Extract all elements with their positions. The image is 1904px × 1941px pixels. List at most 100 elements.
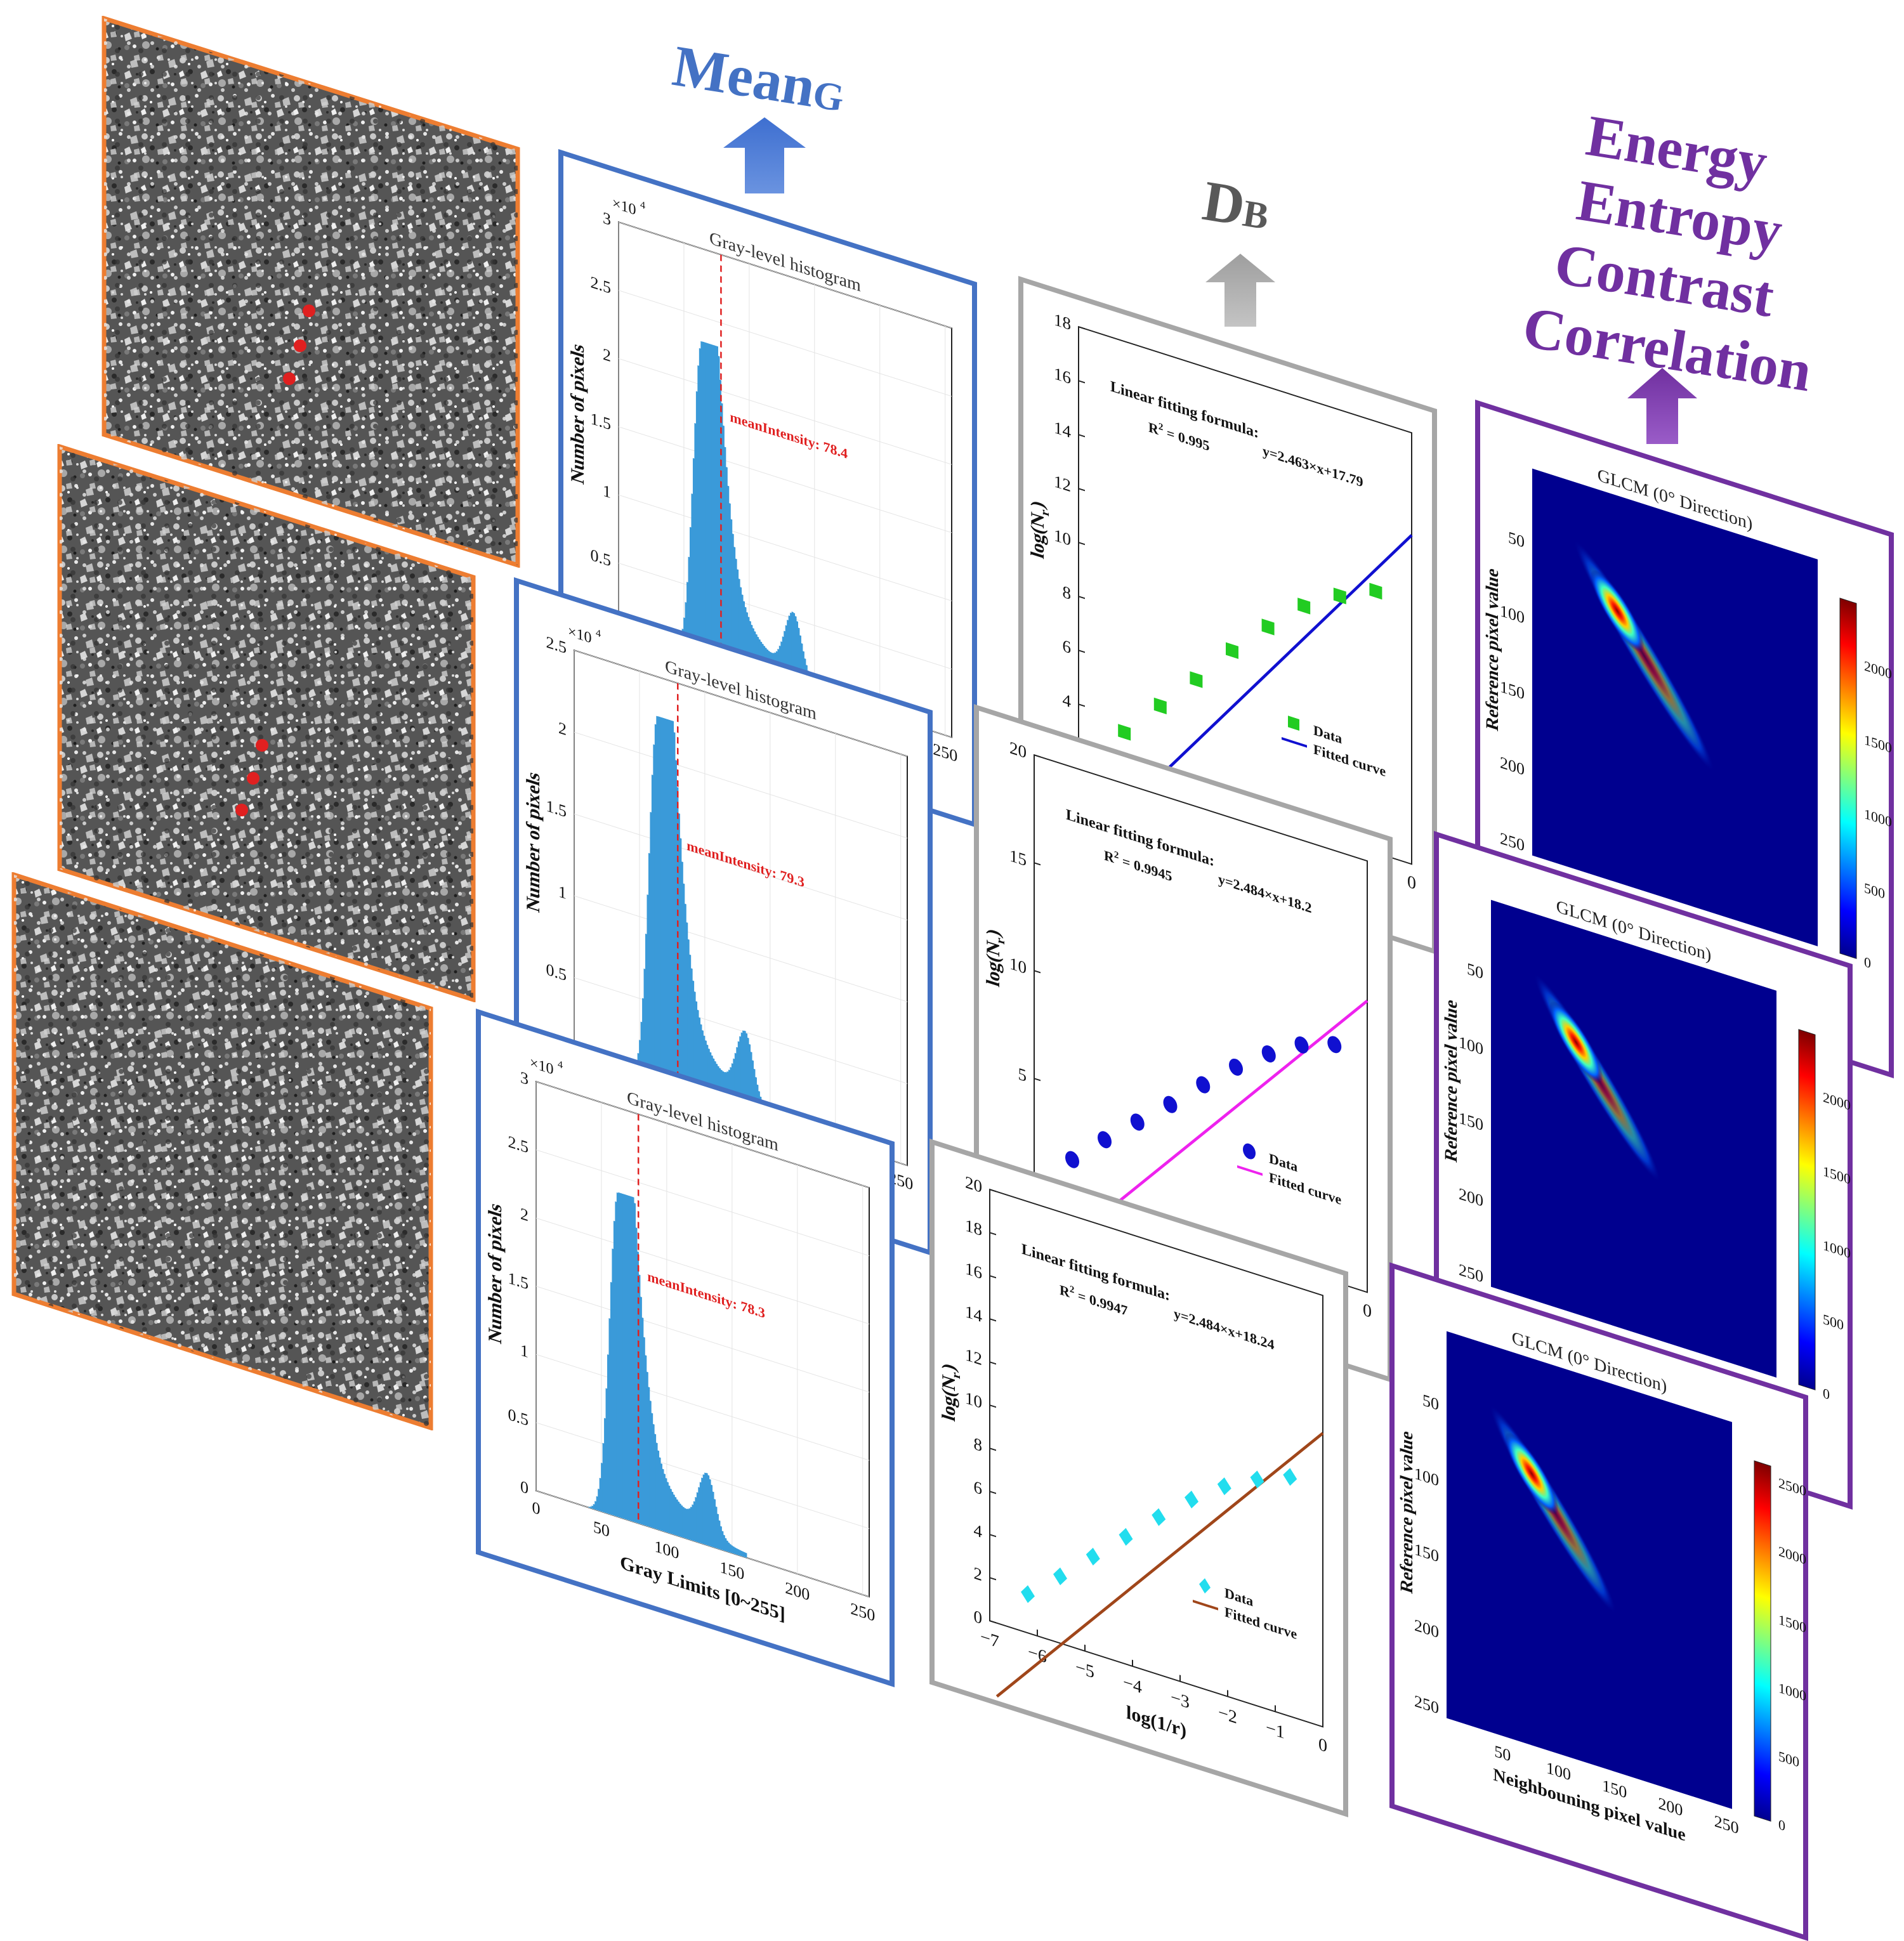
- histogram-bar: [647, 894, 649, 1083]
- data-point: [1119, 1527, 1133, 1546]
- y-tick: [990, 1620, 996, 1624]
- histogram-bar: [672, 721, 674, 1092]
- y-tick-label: 8: [1063, 582, 1071, 604]
- histogram-bar: [722, 425, 725, 665]
- histogram-bar: [707, 1475, 710, 1546]
- histogram-bar: [681, 861, 683, 1094]
- y-tick: [990, 1534, 996, 1538]
- data-point: [1327, 1036, 1342, 1054]
- data-point: [1163, 1095, 1178, 1113]
- data-point: [1130, 1113, 1145, 1131]
- texture-image-panel-3: [11, 872, 433, 1430]
- histogram-bar: [648, 1387, 650, 1527]
- y-tick: [1079, 380, 1085, 384]
- y-tick-label: 0: [520, 1477, 529, 1498]
- colorbar: [1839, 598, 1857, 959]
- histogram-bar: [692, 980, 695, 1098]
- data-point: [1229, 1058, 1243, 1076]
- y-tick-label: 5: [1018, 1064, 1027, 1086]
- histogram-bar: [711, 344, 714, 662]
- histogram-bar: [738, 578, 740, 670]
- histogram-bar: [725, 1538, 727, 1552]
- histogram-bar: [669, 719, 671, 1090]
- y-tick: [990, 1491, 996, 1494]
- histogram-bar: [624, 1194, 627, 1520]
- histogram-bar: [704, 1472, 707, 1545]
- data-point: [1118, 724, 1131, 741]
- histogram-bar: [689, 954, 692, 1097]
- histogram-bar: [714, 1498, 716, 1548]
- histogram-bar: [645, 1355, 647, 1526]
- histogram-bar: [709, 1479, 711, 1546]
- data-point: [1153, 697, 1167, 715]
- histogram-bar: [612, 1248, 614, 1516]
- data-point: [1021, 1585, 1035, 1604]
- histogram-bar: [680, 838, 682, 1094]
- fitted-curve-line: [995, 1432, 1324, 1698]
- y-tick-label: 2: [974, 1563, 982, 1585]
- legend-marker: [1288, 716, 1299, 731]
- y-gridline: [536, 1149, 869, 1257]
- texture-image-panel-2: [57, 444, 476, 1002]
- histogram-bar: [663, 1474, 666, 1533]
- histogram-bar: [640, 1297, 642, 1525]
- glcm-sheet-3: 5010015020025050100150200250050010001500…: [1389, 1262, 1808, 1941]
- histogram-bar: [699, 1017, 700, 1100]
- glcm-peak: [1549, 1001, 1603, 1084]
- histogram-bar: [688, 1508, 691, 1540]
- histogram-bar: [671, 1491, 674, 1535]
- histogram-bar: [679, 1503, 681, 1537]
- y-tick: [990, 1318, 996, 1322]
- histogram-bar: [729, 1543, 732, 1553]
- data-point: [1065, 1151, 1079, 1168]
- histogram-bar: [626, 1194, 628, 1520]
- y-tick-label: 1: [558, 882, 567, 903]
- texture-image-panel-1: [102, 16, 520, 568]
- histogram-bar: [662, 717, 665, 1088]
- y-exponent-power: 4: [558, 1057, 563, 1071]
- x-tick-label: 0: [1318, 1734, 1327, 1757]
- histogram-bar: [593, 1503, 595, 1510]
- mean-g-label: MeanG: [668, 32, 850, 125]
- y-tick: [990, 1189, 996, 1193]
- histogram-bar: [692, 458, 695, 656]
- x-tick-label: 0: [1363, 1300, 1372, 1323]
- y-tick-label: 3: [603, 208, 611, 229]
- histogram-bar: [627, 1195, 630, 1521]
- histogram-bar: [619, 1193, 622, 1519]
- histogram-bar: [728, 1542, 730, 1553]
- histogram-bar: [737, 569, 739, 670]
- histogram-bar: [701, 1477, 704, 1544]
- histogram-sheet-3-plane: 05010015020025000.511.522.53meanIntensit…: [476, 1009, 895, 1687]
- y-tick-label: 3: [520, 1068, 529, 1088]
- y-tick-label: 0: [974, 1606, 982, 1628]
- mean-label-sub: G: [810, 72, 848, 121]
- histogram-bar: [696, 1492, 699, 1543]
- histogram-bar: [705, 342, 707, 660]
- histogram-bar: [667, 719, 669, 1090]
- histogram-bar: [684, 903, 686, 1095]
- histogram-bar: [669, 1488, 672, 1534]
- histogram-bar: [655, 1442, 658, 1530]
- glcm-ylabel: Reference pixel value: [1441, 997, 1461, 1164]
- histogram-bar: [602, 1442, 605, 1513]
- histogram-bar: [662, 1468, 664, 1532]
- mean-arrow: [723, 117, 806, 193]
- histogram-bar: [616, 1192, 619, 1517]
- histogram-bar: [721, 403, 723, 665]
- histogram-bar: [733, 546, 736, 669]
- y-gridline: [574, 977, 907, 1084]
- data-point: [1190, 671, 1203, 688]
- data-point: [1261, 618, 1275, 636]
- histogram-bar: [653, 744, 655, 1085]
- histogram-bar: [621, 1193, 624, 1519]
- histogram-bar: [699, 348, 701, 658]
- histogram-bar: [713, 344, 716, 662]
- y-tick-label: 1: [603, 481, 611, 502]
- histogram-bar: [700, 341, 703, 658]
- data-point: [1294, 1036, 1309, 1054]
- y-tick: [1034, 862, 1041, 866]
- histogram-bar: [742, 1030, 745, 1114]
- histogram-bar: [674, 1496, 677, 1536]
